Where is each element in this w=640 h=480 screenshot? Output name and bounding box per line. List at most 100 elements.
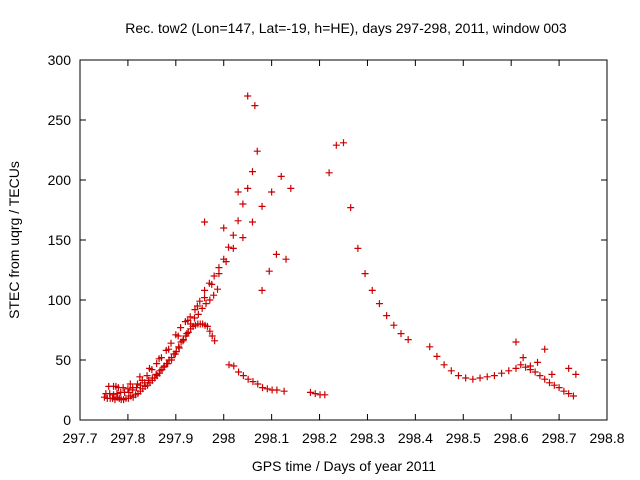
data-point [536,372,544,380]
data-point [325,169,333,177]
x-tick-label: 298.8 [589,430,624,446]
data-point [164,360,172,368]
data-point [548,370,556,378]
data-point [354,244,362,252]
data-point [155,355,163,363]
x-tick-label: 297.7 [62,430,97,446]
y-tick-label: 50 [55,352,71,368]
data-point [273,386,281,394]
data-point [112,382,120,390]
data-point [259,384,267,392]
data-point [522,363,530,371]
data-point [119,384,127,392]
data-point [145,364,153,372]
data-point [368,286,376,294]
chart-title: Rec. tow2 (Lon=147, Lat=-19, h=HE), days… [125,20,567,36]
data-point [447,367,455,375]
data-point [433,352,441,360]
data-point [248,168,256,176]
data-point [560,387,568,395]
data-point [225,361,233,369]
data-point [186,313,194,321]
data-point [160,363,168,371]
data-point [230,362,238,370]
data-point [177,324,185,332]
data-point [239,200,247,208]
data-point [265,267,273,275]
data-point [249,378,257,386]
data-point [254,380,262,388]
data-point [476,374,484,382]
data-point [229,231,237,239]
data-point [512,364,520,372]
x-tick-label: 298.6 [494,430,529,446]
data-point [129,384,137,392]
data-point [546,379,554,387]
data-point [234,188,242,196]
data-point [171,350,179,358]
x-tick-label: 298.2 [302,430,337,446]
data-point [454,372,462,380]
data-point [555,384,563,392]
data-point [211,337,219,345]
y-axis-title: STEC from uqrg / TECUs [6,161,22,319]
data-point [152,370,160,378]
data-point [569,392,577,400]
data-point [210,291,218,299]
data-point [541,345,549,353]
data-point [235,368,243,376]
data-point [183,330,191,338]
x-tick-label: 298.1 [254,430,289,446]
y-axis: 0 50 100 150 200 250 300 [48,52,607,428]
data-point [201,294,209,302]
data-point [167,339,175,347]
y-tick-label: 200 [48,172,72,188]
data-point [239,372,247,380]
x-axis-title: GPS time / Days of year 2011 [252,458,436,474]
data-point [440,361,448,369]
data-point [145,376,153,384]
data-point [201,218,209,226]
y-tick-label: 0 [63,412,71,428]
data-point [156,367,164,375]
data-point [244,184,252,192]
data-point [215,270,223,278]
data-point [220,224,228,232]
data-point [225,243,233,251]
y-tick-label: 150 [48,232,72,248]
data-point [311,390,319,398]
data-point [383,312,391,320]
x-axis: 297.7 297.8 297.9 298 298.1 298.2 298.3 298.4 29… [62,60,625,446]
x-tick-label: 298.5 [446,430,481,446]
data-point [110,391,118,399]
y-tick-label: 250 [48,112,72,128]
data-point [138,376,146,384]
data-point [287,184,295,192]
data-point [125,388,133,396]
data-point [531,368,539,376]
data-point [165,345,173,353]
data-point [148,374,156,382]
data-point [168,356,176,364]
data-point [263,385,271,393]
data-point [404,336,412,344]
x-tick-label: 298.4 [398,430,433,446]
data-point [153,360,161,368]
y-tick-label: 100 [48,292,72,308]
data-point [321,391,329,399]
data-point [498,369,506,377]
data-point [136,373,144,381]
data-point [251,102,259,110]
data-point [565,364,573,372]
data-point [426,343,434,351]
data-point [229,244,237,252]
data-point [258,202,266,210]
data-point [550,381,558,389]
data-point [191,306,199,314]
data-point [244,92,252,100]
data-point [184,316,192,324]
data-point [517,361,525,369]
data-point [565,390,573,398]
data-point [306,388,314,396]
data-point [202,300,210,308]
